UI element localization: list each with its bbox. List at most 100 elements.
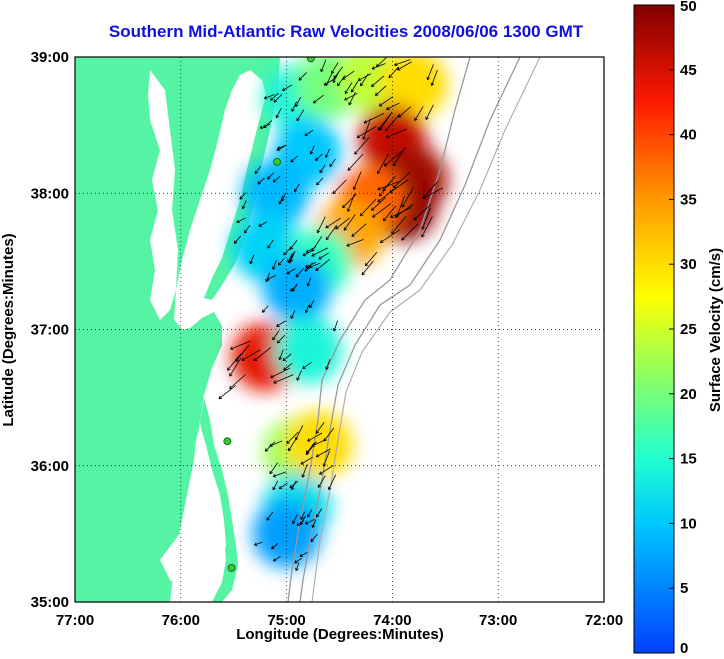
velocity-arrow bbox=[382, 176, 396, 192]
velocity-arrow bbox=[279, 482, 288, 490]
velocity-arrowhead bbox=[311, 253, 314, 257]
velocity-arrow bbox=[269, 462, 279, 475]
velocity-arrow bbox=[269, 440, 283, 447]
velocity-arrow bbox=[309, 262, 321, 268]
velocity-arrowhead bbox=[325, 367, 329, 370]
velocity-arrow bbox=[359, 198, 377, 217]
velocity-region-10 bbox=[242, 159, 311, 228]
velocity-arrowhead bbox=[319, 471, 322, 475]
velocity-arrow bbox=[227, 353, 242, 371]
radar-station-2 bbox=[223, 437, 232, 446]
y-tick-label: 39:00 bbox=[31, 49, 69, 66]
velocity-arrowhead bbox=[360, 214, 364, 217]
velocity-arrowhead bbox=[383, 163, 386, 167]
velocity-arrowhead bbox=[239, 196, 241, 200]
velocity-arrow bbox=[346, 239, 364, 247]
velocity-arrowhead bbox=[265, 279, 269, 283]
plot-frame bbox=[74, 56, 605, 603]
velocity-arrow bbox=[316, 177, 324, 186]
velocity-arrow bbox=[295, 562, 300, 571]
velocity-arrow bbox=[282, 353, 292, 362]
velocity-arrowhead bbox=[378, 103, 381, 107]
velocity-arrowhead bbox=[309, 306, 313, 309]
velocity-arrowhead bbox=[282, 357, 285, 361]
velocity-arrowhead bbox=[294, 560, 297, 564]
velocity-arrowhead bbox=[389, 189, 392, 193]
velocity-arrowhead bbox=[300, 461, 303, 465]
velocity-arrow bbox=[315, 448, 331, 458]
velocity-arrowhead bbox=[269, 443, 272, 447]
velocity-arrowhead bbox=[385, 129, 389, 132]
velocity-arrow bbox=[296, 109, 305, 122]
velocity-arrow bbox=[414, 106, 424, 121]
velocity-arrow bbox=[331, 62, 339, 74]
velocity-arrow bbox=[272, 260, 277, 270]
velocity-arrowhead bbox=[311, 249, 315, 252]
velocity-arrowhead bbox=[346, 243, 349, 247]
velocity-arrowhead bbox=[289, 248, 294, 250]
velocity-arrow bbox=[344, 82, 353, 94]
velocity-arrowhead bbox=[239, 197, 243, 200]
velocity-arrow bbox=[343, 214, 356, 231]
velocity-arrowhead bbox=[254, 172, 259, 174]
radar-station-1 bbox=[273, 157, 282, 166]
velocity-arrowhead bbox=[290, 316, 294, 319]
velocity-arrowhead bbox=[378, 128, 382, 131]
velocity-arrowhead bbox=[430, 82, 432, 86]
velocity-arrowhead bbox=[394, 62, 397, 66]
velocity-arrow bbox=[356, 126, 377, 138]
velocity-arrow bbox=[300, 511, 305, 520]
velocity-arrow bbox=[347, 193, 356, 212]
colorbar bbox=[633, 4, 675, 654]
velocity-arrowhead bbox=[265, 450, 269, 452]
velocity-arrow bbox=[315, 153, 323, 161]
velocity-arrowhead bbox=[371, 209, 375, 211]
velocity-arrow bbox=[396, 195, 406, 218]
velocity-arrowhead bbox=[356, 134, 359, 138]
velocity-arrowhead bbox=[375, 92, 377, 96]
colorbar-tick-label: 45 bbox=[680, 62, 697, 79]
velocity-arrowhead bbox=[286, 442, 290, 445]
velocity-arrow bbox=[281, 192, 287, 202]
colorbar-tick-label: 40 bbox=[680, 127, 697, 144]
velocity-arrowhead bbox=[278, 263, 282, 266]
velocity-arrow bbox=[401, 223, 419, 241]
velocity-arrowhead bbox=[299, 553, 302, 557]
velocity-arrow bbox=[299, 552, 308, 557]
velocity-arrow bbox=[342, 193, 357, 208]
velocity-arrowhead bbox=[302, 475, 306, 478]
velocity-arrowhead bbox=[421, 227, 425, 230]
velocity-arrowhead bbox=[331, 71, 335, 74]
velocity-arrowhead bbox=[377, 198, 380, 202]
velocity-arrowhead bbox=[315, 267, 318, 271]
x-tick-label: 73:00 bbox=[479, 612, 517, 629]
velocity-arrowhead bbox=[272, 487, 276, 491]
velocity-arrowhead bbox=[257, 181, 260, 185]
velocity-arrow bbox=[273, 556, 281, 562]
velocity-arrowhead bbox=[343, 228, 348, 231]
velocity-arrowhead bbox=[278, 356, 280, 360]
velocity-arrow bbox=[364, 252, 378, 267]
velocity-arrow bbox=[276, 320, 286, 327]
velocity-arrow bbox=[286, 268, 296, 275]
colorbar-label: Surface Velocity (cm/s) bbox=[707, 248, 724, 412]
velocity-arrowhead bbox=[290, 290, 294, 292]
velocity-arrowhead bbox=[295, 104, 299, 108]
velocity-arrow bbox=[335, 217, 350, 230]
velocity-arrowhead bbox=[254, 544, 258, 546]
colorbar-tick-label: 0 bbox=[680, 640, 688, 657]
velocity-arrowhead bbox=[383, 219, 387, 222]
velocity-arrow bbox=[307, 277, 312, 287]
velocity-arrow bbox=[361, 260, 374, 276]
velocity-arrowhead bbox=[271, 548, 275, 550]
velocity-arrowhead bbox=[312, 100, 315, 104]
velocity-arrow bbox=[290, 155, 299, 163]
velocity-arrow bbox=[328, 474, 336, 490]
velocity-arrowhead bbox=[342, 204, 344, 208]
velocity-arrowhead bbox=[290, 259, 293, 262]
velocity-arrowhead bbox=[304, 521, 308, 525]
velocity-arrowhead bbox=[307, 438, 310, 442]
velocity-arrow bbox=[218, 385, 236, 400]
velocity-arrow bbox=[306, 442, 316, 454]
velocity-arrowhead bbox=[323, 439, 327, 442]
